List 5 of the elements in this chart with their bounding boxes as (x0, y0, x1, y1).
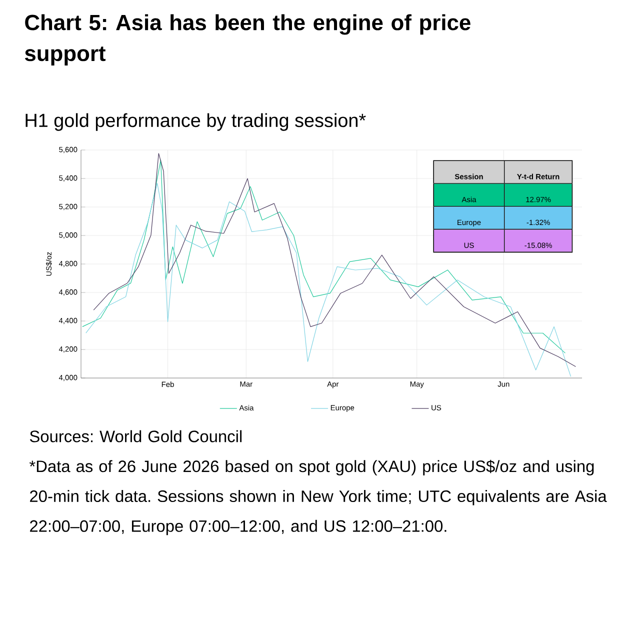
source-note: Sources: World Gold Council (30, 430, 242, 442)
text: *Data as of 26 June 2026 based on spot gold (XAU) price US$/oz and using 20-min tick data. Sessions shown in New York time; UTC equivalents are Asia 22:00–07:00, Europe 07:00–12:00, and US 12:00–21:00. (29, 460, 607, 536)
chart-title: Chart 5: Asia has been the engine of price support (24, 14, 470, 66)
chart-subtitle: H1 gold performance by trading session* (26, 113, 366, 131)
line-series (86, 183, 572, 377)
